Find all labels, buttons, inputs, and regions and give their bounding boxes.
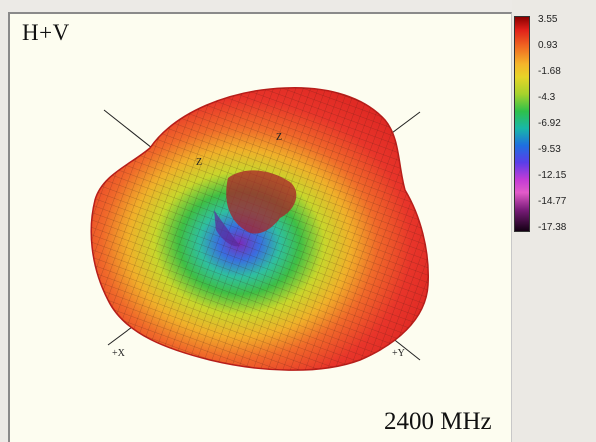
gain-colorbar: [514, 16, 530, 232]
colorbar-tick: -1.68: [538, 66, 561, 77]
axis-label-z: Z: [276, 132, 282, 143]
colorbar-tick: -6.92: [538, 118, 561, 129]
pattern-deep-null: [214, 210, 240, 247]
axis-label-y: +Y: [392, 348, 405, 359]
pattern-null-region: [226, 170, 297, 234]
colorbar-tick: 3.55: [538, 14, 558, 25]
colorbar-tick: 0.93: [538, 40, 558, 51]
colorbar-tick: -4.3: [538, 92, 556, 103]
axis-label-z-neg: Z: [196, 157, 202, 168]
radiation-pattern-svg: Z Z +X +Y: [90, 87, 430, 371]
axis-label-x: +X: [112, 348, 126, 359]
frequency-label: 2400 MHz: [384, 408, 492, 435]
colorbar-tick: -12.15: [538, 170, 567, 181]
colorbar-tick: -17.38: [538, 222, 567, 233]
colorbar-tick: -9.53: [538, 144, 561, 155]
colorbar-tick: -14.77: [538, 196, 567, 207]
polarization-label: H+V: [22, 20, 70, 45]
